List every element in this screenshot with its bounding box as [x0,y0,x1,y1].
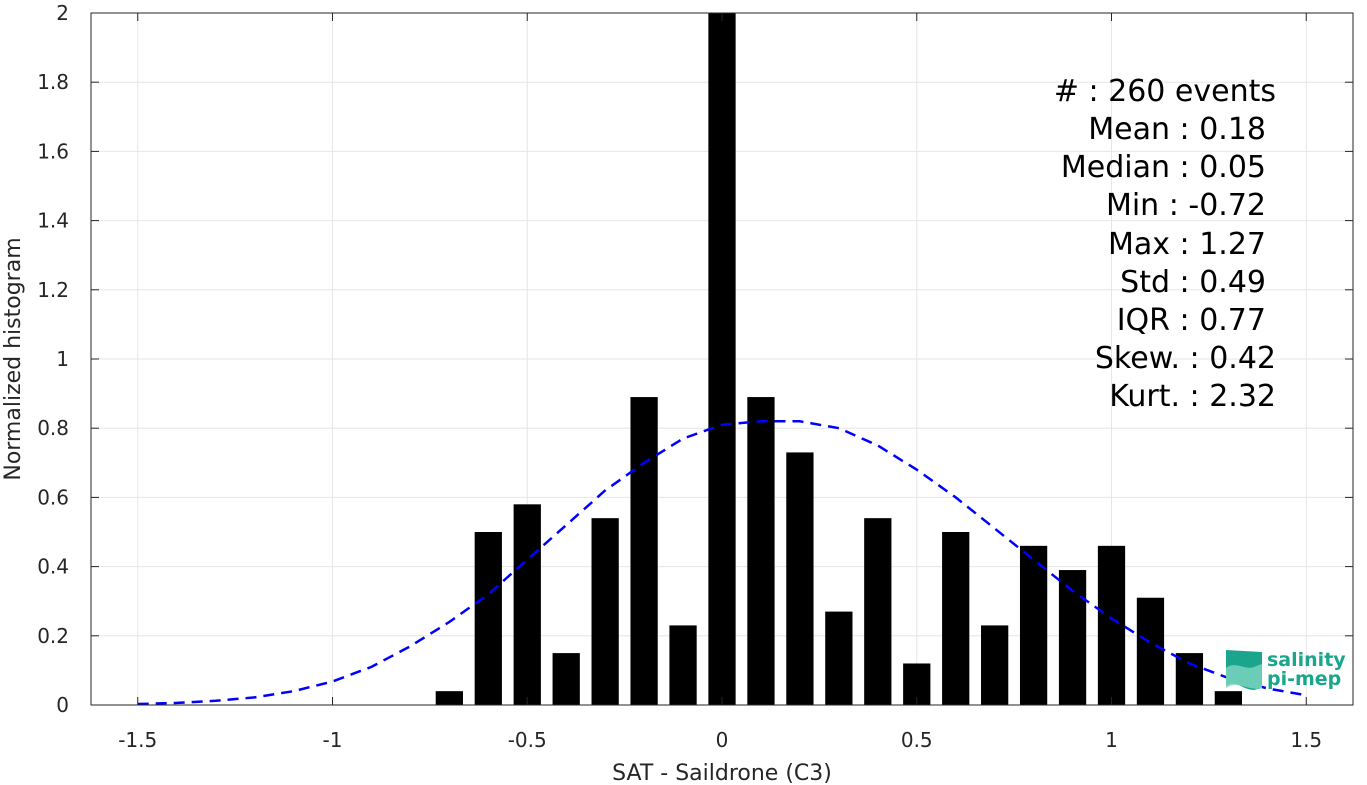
histogram-bar [1058,570,1087,705]
x-tick-label: -1.5 [118,728,157,752]
stat-min: Min : -0.72 [1106,188,1266,223]
y-tick-label: 0.4 [37,555,69,579]
histogram-bar [1136,597,1165,705]
y-axis-title: Normalized histogram [1,237,26,480]
histogram-bar [747,397,775,705]
stat-std: Std : 0.49 [1120,265,1266,300]
y-tick-label: 0.8 [37,416,69,440]
histogram-bar [1019,545,1048,705]
histogram-bar [786,452,814,705]
histogram-bar [825,611,853,705]
histogram-bar [864,518,892,705]
histogram-bar [552,653,580,705]
y-tick-label: 1 [56,347,69,371]
histogram-bar [591,518,619,705]
y-tick-label: 1.2 [37,278,69,302]
histogram-bar [1097,545,1126,705]
logo-wave-highlight [1226,664,1262,689]
normal-fit-curve [137,420,1307,706]
axis-ticks [91,12,1353,706]
logo-line2: pi-mep [1267,668,1341,690]
x-tick-label: 0 [716,728,729,752]
stat-iqr: IQR : 0.77 [1117,303,1266,338]
logo-line1: salinity [1267,649,1346,671]
salinity-pi-mep-logo: salinity pi-mep [1226,649,1346,690]
y-tick-label: 1.4 [37,209,69,233]
stats-annotation: # : 260 events Mean : 0.18 Median : 0.05… [1054,74,1276,414]
histogram-bars [435,13,1242,705]
y-tick-label: 1.6 [37,139,69,163]
y-tick-label: 0.2 [37,624,69,648]
histogram-bar [669,625,697,705]
x-tick-label: 0.5 [901,728,933,752]
stat-kurt: Kurt. : 2.32 [1109,379,1276,414]
histogram-bar [708,13,736,705]
histogram-bar [630,397,658,705]
histogram-bar [474,532,502,705]
stat-median: Median : 0.05 [1061,150,1266,185]
histogram-bar [1175,653,1204,705]
histogram-bar [942,532,970,705]
stat-skew: Skew. : 0.42 [1095,341,1276,376]
histogram-bar [981,625,1009,705]
histogram-bar [1214,691,1242,705]
y-tick-label: 0.6 [37,485,69,509]
y-tick-label: 0 [56,693,69,717]
histogram-bar [435,691,463,705]
x-tick-labels: -1.5 -1 -0.5 0 0.5 1 1.5 [118,728,1322,752]
y-tick-label: 1.8 [37,70,69,94]
stat-mean: Mean : 0.18 [1088,112,1266,147]
x-tick-label: -0.5 [508,728,547,752]
x-tick-label: -1 [323,728,343,752]
y-tick-labels: 0 0.2 0.4 0.6 0.8 1 1.2 1.4 1.6 1.8 2 [37,1,69,717]
y-tick-label: 2 [56,1,69,25]
x-tick-label: 1 [1105,728,1118,752]
stat-events: # : 260 events [1054,74,1276,109]
histogram-bar [513,504,541,705]
x-tick-label: 1.5 [1290,728,1322,752]
x-axis-title: SAT - Saildrone (C3) [612,761,832,785]
stat-max: Max : 1.27 [1108,227,1266,262]
